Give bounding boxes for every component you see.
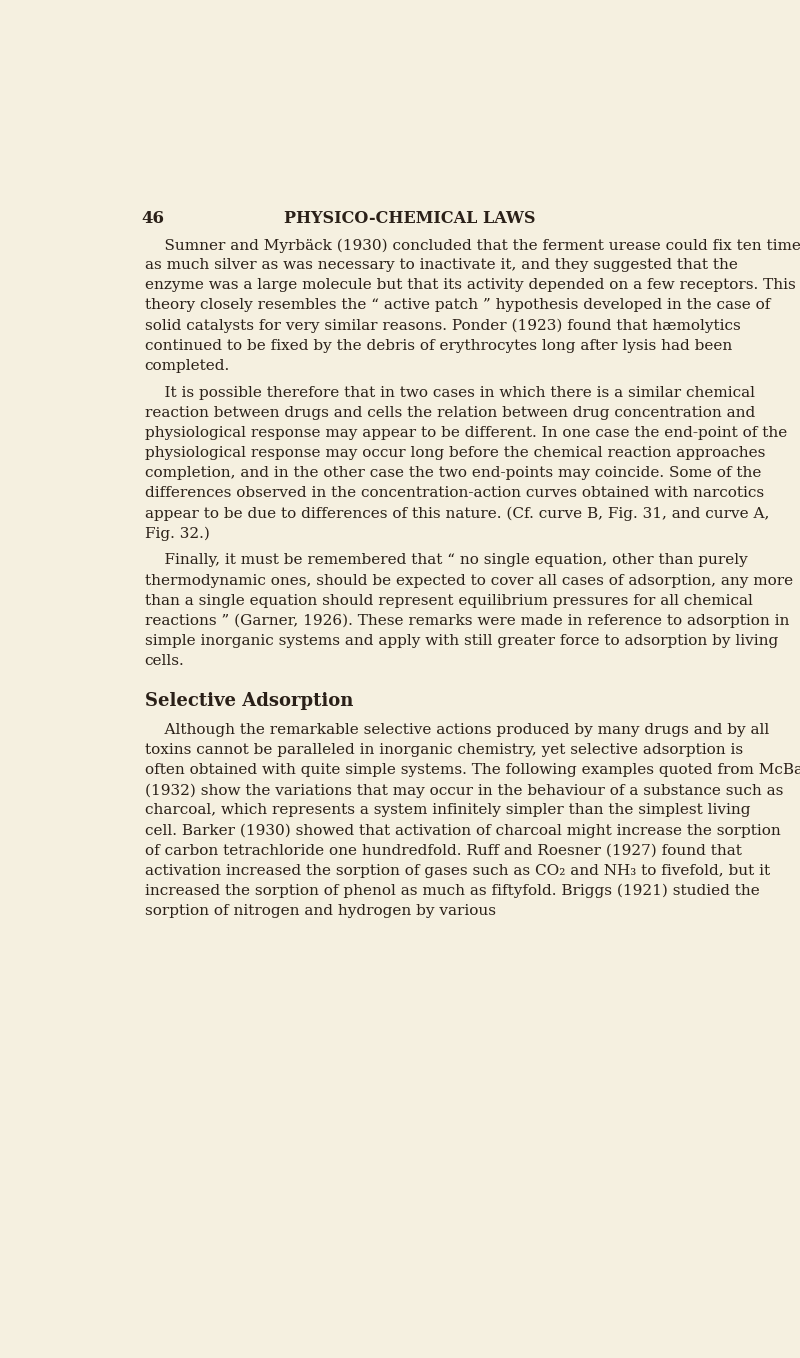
Text: PHYSICO-CHEMICAL LAWS: PHYSICO-CHEMICAL LAWS [284,210,536,227]
Text: sorption of nitrogen and hydrogen by various: sorption of nitrogen and hydrogen by var… [145,904,496,918]
Text: completion, and in the other case the two end-points may coincide. Some of the: completion, and in the other case the tw… [145,466,761,481]
Text: activation increased the sorption of gases such as CO₂ and NH₃ to fivefold, but : activation increased the sorption of gas… [145,864,770,877]
Text: continued to be fixed by the debris of erythrocytes long after lysis had been: continued to be fixed by the debris of e… [145,338,732,353]
Text: Sumner and Myrbäck (1930) concluded that the ferment urease could fix ten times: Sumner and Myrbäck (1930) concluded that… [145,238,800,253]
Text: reactions ” (Garner, 1926). These remarks were made in reference to adsorption i: reactions ” (Garner, 1926). These remark… [145,614,789,627]
Text: of carbon tetrachloride one hundredfold. Ruff and Roesner (1927) found that: of carbon tetrachloride one hundredfold.… [145,843,742,857]
Text: simple inorganic systems and apply with still greater force to adsorption by liv: simple inorganic systems and apply with … [145,634,778,648]
Text: physiological response may occur long before the chemical reaction approaches: physiological response may occur long be… [145,445,765,460]
Text: as much silver as was necessary to inactivate it, and they suggested that the: as much silver as was necessary to inact… [145,258,738,273]
Text: cell. Barker (1930) showed that activation of charcoal might increase the sorpti: cell. Barker (1930) showed that activati… [145,823,780,838]
Text: physiological response may appear to be different. In one case the end-point of : physiological response may appear to be … [145,426,787,440]
Text: Finally, it must be remembered that “ no single equation, other than purely: Finally, it must be remembered that “ no… [145,554,747,568]
Text: charcoal, which represents a system infinitely simpler than the simplest living: charcoal, which represents a system infi… [145,804,750,818]
Text: often obtained with quite simple systems. The following examples quoted from McB: often obtained with quite simple systems… [145,763,800,777]
Text: completed.: completed. [145,359,230,372]
Text: theory closely resembles the “ active patch ” hypothesis developed in the case o: theory closely resembles the “ active pa… [145,299,770,312]
Text: solid catalysts for very similar reasons. Ponder (1923) found that hæmolytics: solid catalysts for very similar reasons… [145,319,740,333]
Text: enzyme was a large molecule but that its activity depended on a few receptors. T: enzyme was a large molecule but that its… [145,278,795,292]
Text: Selective Adsorption: Selective Adsorption [145,693,353,710]
Text: It is possible therefore that in two cases in which there is a similar chemical: It is possible therefore that in two cas… [145,386,754,399]
Text: than a single equation should represent equilibrium pressures for all chemical: than a single equation should represent … [145,593,753,607]
Text: Fig. 32.): Fig. 32.) [145,527,210,540]
Text: appear to be due to differences of this nature. (Cf. curve B, Fig. 31, and curve: appear to be due to differences of this … [145,507,769,520]
Text: toxins cannot be paralleled in inorganic chemistry, yet selective adsorption is: toxins cannot be paralleled in inorganic… [145,743,742,758]
Text: increased the sorption of phenol as much as fiftyfold. Briggs (1921) studied the: increased the sorption of phenol as much… [145,884,759,898]
Text: Although the remarkable selective actions produced by many drugs and by all: Although the remarkable selective action… [145,722,769,737]
Text: differences observed in the concentration-action curves obtained with narcotics: differences observed in the concentratio… [145,486,764,500]
Text: (1932) show the variations that may occur in the behaviour of a substance such a: (1932) show the variations that may occu… [145,784,783,797]
Text: cells.: cells. [145,653,184,668]
Text: reaction between drugs and cells the relation between drug concentration and: reaction between drugs and cells the rel… [145,406,755,420]
Text: 46: 46 [142,210,165,227]
Text: thermodynamic ones, should be expected to cover all cases of adsorption, any mor: thermodynamic ones, should be expected t… [145,573,793,588]
